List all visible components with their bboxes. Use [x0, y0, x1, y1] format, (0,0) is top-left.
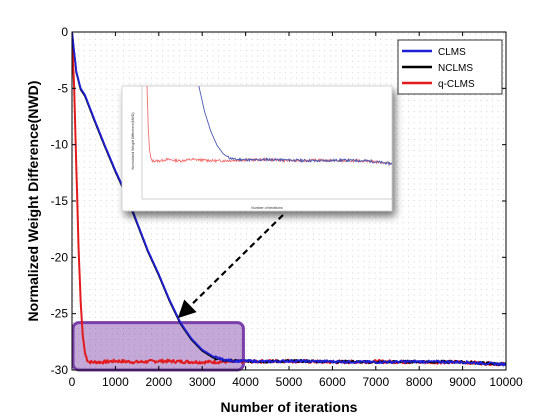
- x-tick-label: 4000: [232, 375, 259, 389]
- series-layer: [72, 32, 506, 367]
- inset-x-axis-label: Number of iterations: [251, 206, 283, 210]
- x-tick-label: 3000: [189, 375, 216, 389]
- x-axis-ticks: 0 1000 2000 3000 4000 5000 6000 7000 8000 9000 100…: [69, 32, 523, 389]
- y-tick-label: -10: [51, 138, 69, 152]
- inset-y-axis-label: Normalized Weight Difference(NWD): [131, 112, 135, 169]
- x-tick-label: 6000: [319, 375, 346, 389]
- y-tick-label: 0: [61, 25, 68, 39]
- y-tick-label: -5: [57, 81, 68, 95]
- y-axis-label: Normalized Weight Difference(NWD): [25, 81, 41, 322]
- x-tick-label: 1000: [102, 375, 129, 389]
- inset-content: Number of iterations Normalized Weight Di…: [131, 86, 392, 210]
- legend-label-clms: CLMS: [438, 47, 466, 58]
- zoom-arrow: [177, 214, 284, 319]
- y-tick-label: -15: [51, 194, 69, 208]
- inset-series-layer: [146, 86, 392, 167]
- x-tick-label: 7000: [362, 375, 389, 389]
- y-tick-label: -20: [51, 250, 69, 264]
- x-tick-label: 0: [69, 375, 76, 389]
- legend-label-nclms: NCLMS: [438, 63, 473, 74]
- x-axis-label: Number of iterations: [221, 399, 358, 415]
- series-line-clms: [72, 32, 506, 367]
- legend-label-q-clms: q-CLMS: [438, 79, 475, 90]
- x-tick-label: 9000: [449, 375, 476, 389]
- x-tick-label: 2000: [145, 375, 172, 389]
- inset-frame: [121, 85, 393, 212]
- inset-series-line-clms: [198, 86, 392, 167]
- x-tick-label: 5000: [276, 375, 303, 389]
- y-tick-label: -25: [51, 307, 69, 321]
- x-tick-label: 8000: [406, 375, 433, 389]
- y-axis-ticks: 0 -5 -10 -15 -20 -25 -30: [51, 25, 506, 377]
- zoom-inset: [121, 85, 393, 212]
- y-tick-label: -30: [51, 363, 69, 377]
- x-tick-label: 10000: [489, 375, 523, 389]
- legend: CLMS NCLMS q-CLMS: [397, 39, 503, 95]
